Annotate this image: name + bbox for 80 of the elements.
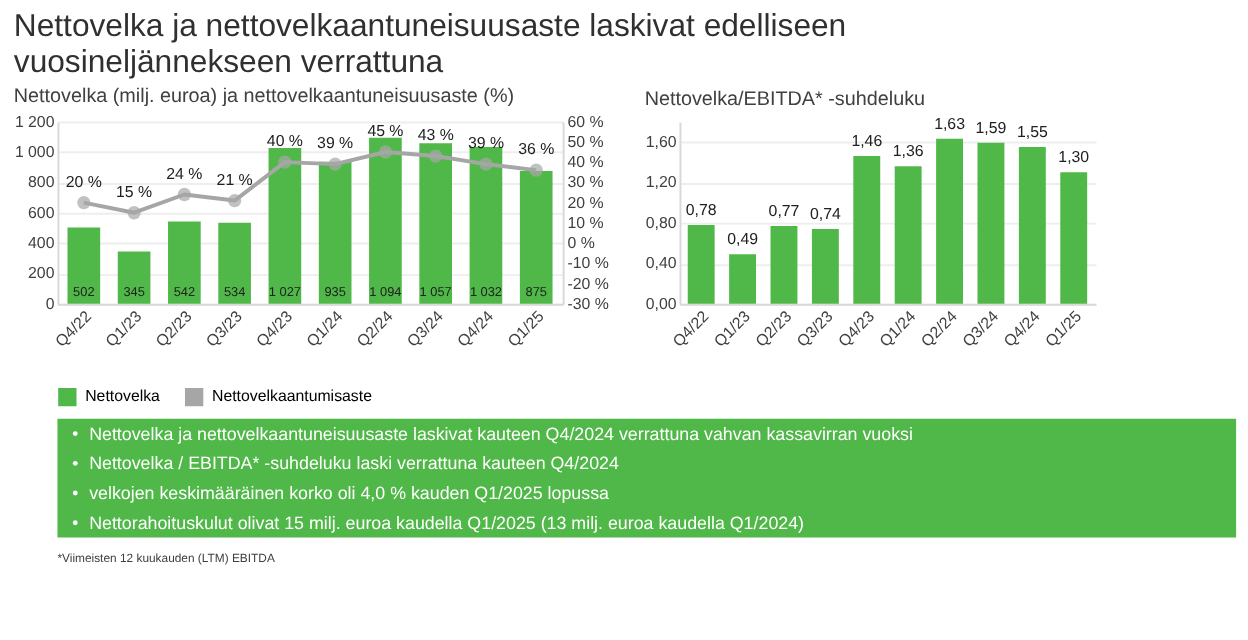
text: Nettovelka ja nettovelkaantuneisuusaste laskivat kauteen Q4/2024 verrattuna vahvan kassavirran vuoksi [89,423,913,444]
bar [519,170,553,304]
bar [1018,146,1046,304]
data-label: 40 % [266,132,303,151]
bar [936,138,964,304]
y-tick-label: 1 000 [14,142,56,161]
bar [811,228,839,304]
data-label: 21 % [216,170,253,189]
bar [894,166,922,304]
chart-subtitle: Nettovelka (milj. euroa) ja nettovelkaantuneisuusaste (%) [13,85,515,108]
data-label: 0,74 [809,205,842,224]
y-tick-label: 400 [28,234,56,253]
bar [853,156,881,304]
data-label: 24 % [166,164,203,183]
point [127,206,141,220]
data-label: 0,77 [768,201,800,220]
legend-label: Nettovelka [85,387,162,406]
text: Nettorahoituskulut olivat 15 milj. euroa kaudella Q1/2025 (13 milj. euroa kaudella Q1/2024) [89,512,805,533]
y-tick-label: 0,00 [645,294,678,313]
bar [770,225,798,304]
y2-tick-label: 30 % [567,173,604,192]
data-label: 0,78 [685,200,718,219]
y-tick-label: 0,40 [645,254,678,273]
chart-subtitle: Nettovelka/EBITDA* -suhdeluku [644,89,926,112]
y2-tick-label: 0 % [567,234,595,253]
bar [469,147,503,304]
bar [318,161,352,304]
bar [67,227,101,304]
y2-tick-label: 10 % [567,213,604,232]
point [278,155,292,169]
point [227,193,242,208]
y2-tick-label: -30 % [567,294,609,313]
y2-tick-label: -20 % [567,274,609,293]
data-label: 43 % [417,126,454,145]
data-label: 1,30 [1058,148,1091,167]
bar [268,147,302,304]
data-label: 1,63 [934,114,967,133]
data-label: 36 % [518,140,555,159]
bar [977,142,1005,304]
y-tick-label: 0 [45,294,56,313]
data-label: 1,59 [975,118,1008,137]
y2-tick-label: 20 % [567,193,604,212]
y-tick-label: 1,60 [645,132,678,151]
data-label: 15 % [116,182,153,201]
bar [168,221,201,304]
data-label: 39 % [317,134,354,153]
y-tick-label: 800 [28,173,56,192]
point [378,145,393,159]
data-label: 1,46 [851,132,884,151]
bar [687,224,715,304]
y-tick-label: 200 [28,264,56,283]
y2-tick-label: -10 % [567,254,609,273]
text: Nettovelka / EBITDA* -suhdeluku laski verrattuna kauteen Q4/2024 [89,453,619,474]
point [77,195,91,210]
bar [117,251,151,304]
bar [369,137,402,304]
data-label: 1,55 [1016,123,1049,142]
data-label: 45 % [367,122,404,141]
point [429,149,443,163]
chart-title: Nettovelka ja nettovelkaantuneisuusaste laskivat edelliseen vuosineljännekseen verrattuna [13,10,847,81]
data-label: 20 % [65,172,102,191]
bar [218,222,251,304]
y2-tick-label: 40 % [567,153,604,172]
point [177,187,192,202]
point [479,157,493,171]
data-label: 0,49 [727,230,760,249]
bar [729,254,757,304]
bar [419,143,453,304]
text: velkojen keskimääräinen korko oli 4,0 % kauden Q1/2025 lopussa [89,482,610,503]
y-tick-label: 0,80 [645,213,678,232]
y2-tick-label: 60 % [567,112,604,131]
y2-tick-label: 50 % [567,132,604,151]
bar [1060,172,1088,304]
y-tick-label: 600 [28,203,56,222]
point [328,157,342,171]
y-tick-label: 1,20 [645,173,678,192]
y-tick-label: 1 200 [14,112,56,131]
data-label: 1,36 [892,142,925,161]
legend-label: Nettovelkaantumisaste [211,387,374,406]
point [529,163,543,177]
